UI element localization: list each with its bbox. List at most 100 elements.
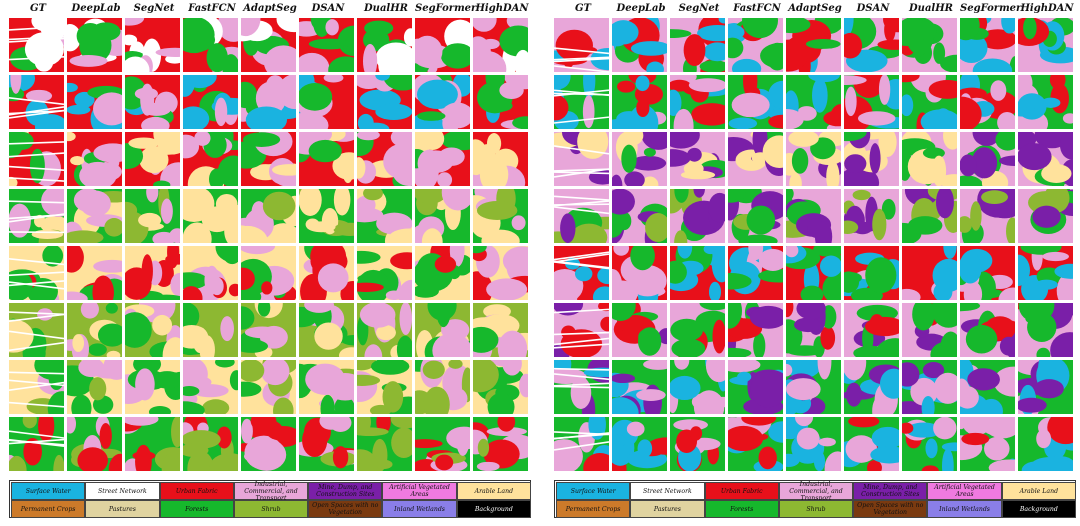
legend-item-surface-water: Surface Water [556, 482, 631, 500]
segmentation-map-left-r5-dsan [299, 246, 354, 300]
segmentation-map-right-r4-adaptseg [786, 189, 841, 243]
segmentation-map-right-r2-dsan [844, 75, 899, 129]
segmentation-map-right-r5-adaptseg [786, 246, 841, 300]
segmentation-map-left-r1-deeplab [67, 18, 122, 72]
legend-item-forests: Forests [704, 500, 779, 518]
segmentation-map-right-r1-segnet [670, 18, 725, 72]
segmentation-map-left-r6-fastfcn [183, 303, 238, 357]
legend-item-industrial-commercial-and-transport: Industrial, Commercial, and Transport [778, 481, 854, 502]
column-header-dualhr: DualHR [364, 3, 408, 14]
segmentation-map-right-r8-gt [554, 417, 609, 471]
segmentation-map-left-r5-deeplab [67, 246, 122, 300]
segmentation-map-right-r2-fastfcn [728, 75, 783, 129]
legend: Surface Water Street Network Urban Fabric I… [9, 480, 531, 518]
segmentation-map-left-r1-highdan [473, 18, 528, 72]
segmentation-map-right-r7-gt [554, 360, 609, 414]
segmentation-map-right-r4-dsan [844, 189, 899, 243]
segmentation-map-left-r6-dualhr [357, 303, 412, 357]
segmentation-map-left-r2-gt [9, 75, 64, 129]
segmentation-map-left-r5-fastfcn [183, 246, 238, 300]
legend-item-background: Background [456, 500, 531, 518]
segmentation-map-right-r5-highdan [1018, 246, 1073, 300]
segmentation-map-right-r1-gt [554, 18, 609, 72]
segmentation-map-left-r4-dsan [299, 189, 354, 243]
legend-item-pastures: Pastures [85, 500, 160, 518]
segmentation-map-left-r6-adaptseg [241, 303, 296, 357]
legend-item-shrub: Shrub [778, 500, 854, 518]
segmentation-map-left-r2-highdan [473, 75, 528, 129]
segmentation-map-left-r3-dsan [299, 132, 354, 186]
legend-item-artificial-vegetated-areas: Artificial Vegetated Areas [382, 482, 457, 500]
segmentation-map-left-r1-fastfcn [183, 18, 238, 72]
segmentation-map-right-r7-adaptseg [786, 360, 841, 414]
segmentation-map-left-r1-adaptseg [241, 18, 296, 72]
segmentation-map-right-r5-segnet [670, 246, 725, 300]
segmentation-map-right-r2-dualhr [902, 75, 957, 129]
segmentation-map-left-r6-dsan [299, 303, 354, 357]
left-figure-panel: GT DeepLab SegNet FastFCN AdaptSeg DSAN DualHR… [9, 0, 531, 526]
segmentation-map-left-r5-segformer [415, 246, 470, 300]
segmentation-map-left-r2-dsan [299, 75, 354, 129]
segmentation-map-right-r3-dualhr [902, 132, 957, 186]
segmentation-map-left-r6-highdan [473, 303, 528, 357]
segmentation-map-right-r3-fastfcn [728, 132, 783, 186]
segmentation-map-left-r1-gt [9, 18, 64, 72]
legend-item-street-network: Street Network [630, 482, 705, 500]
segmentation-map-left-r2-segformer [415, 75, 470, 129]
legend-item-open-spaces-with-no-vegetation: Open Spaces with no Vegetation [308, 500, 383, 518]
segmentation-map-right-r4-deeplab [612, 189, 667, 243]
segmentation-map-left-r8-segnet [125, 417, 180, 471]
segmentation-map-right-r3-gt [554, 132, 609, 186]
legend-item-urban-fabric: Urban Fabric [159, 482, 234, 500]
segmentation-map-right-r3-highdan [1018, 132, 1073, 186]
segmentation-map-left-r1-segnet [125, 18, 180, 72]
segmentation-map-left-r6-gt [9, 303, 64, 357]
segmentation-map-left-r3-highdan [473, 132, 528, 186]
segmentation-map-right-r6-segformer [960, 303, 1015, 357]
segmentation-map-right-r8-dsan [844, 417, 899, 471]
legend: Surface Water Street Network Urban Fabric I… [554, 480, 1076, 518]
segmentation-map-left-r2-deeplab [67, 75, 122, 129]
segmentation-map-left-r4-highdan [473, 189, 528, 243]
segmentation-map-left-r3-dualhr [357, 132, 412, 186]
column-header-highdan: HighDAN [475, 3, 529, 14]
legend-item-mine-dump-and-construction-sites: Mine, Dump, and Construction Sites [853, 482, 928, 500]
segmentation-map-right-r6-highdan [1018, 303, 1073, 357]
segmentation-map-right-r8-segformer [960, 417, 1015, 471]
segmentation-map-left-r8-highdan [473, 417, 528, 471]
segmentation-map-right-r2-highdan [1018, 75, 1073, 129]
segmentation-map-right-r4-highdan [1018, 189, 1073, 243]
segmentation-map-left-r1-segformer [415, 18, 470, 72]
segmentation-map-right-r7-segformer [960, 360, 1015, 414]
segmentation-map-right-r3-segformer [960, 132, 1015, 186]
segmentation-map-right-r7-highdan [1018, 360, 1073, 414]
segmentation-grid [9, 18, 531, 474]
segmentation-map-right-r1-fastfcn [728, 18, 783, 72]
segmentation-map-right-r7-dualhr [902, 360, 957, 414]
segmentation-map-right-r8-deeplab [612, 417, 667, 471]
segmentation-map-right-r1-highdan [1018, 18, 1073, 72]
segmentation-map-left-r4-gt [9, 189, 64, 243]
column-header-dsan: DSAN [311, 3, 345, 14]
legend-item-surface-water: Surface Water [11, 482, 86, 500]
segmentation-map-left-r3-deeplab [67, 132, 122, 186]
segmentation-map-right-r6-adaptseg [786, 303, 841, 357]
segmentation-map-left-r5-adaptseg [241, 246, 296, 300]
segmentation-map-right-r3-deeplab [612, 132, 667, 186]
segmentation-map-left-r7-highdan [473, 360, 528, 414]
legend-item-open-spaces-with-no-vegetation: Open Spaces with no Vegetation [853, 500, 928, 518]
legend-item-urban-fabric: Urban Fabric [704, 482, 779, 500]
segmentation-map-left-r1-dualhr [357, 18, 412, 72]
segmentation-map-right-r5-gt [554, 246, 609, 300]
segmentation-map-right-r6-segnet [670, 303, 725, 357]
segmentation-map-left-r7-segformer [415, 360, 470, 414]
segmentation-map-left-r5-segnet [125, 246, 180, 300]
legend-item-industrial-commercial-and-transport: Industrial, Commercial, and Transport [233, 481, 309, 502]
column-header-adaptseg: AdaptSeg [243, 3, 297, 14]
segmentation-map-right-r4-dualhr [902, 189, 957, 243]
column-header-segnet: SegNet [133, 3, 175, 14]
segmentation-map-right-r7-deeplab [612, 360, 667, 414]
segmentation-map-right-r7-dsan [844, 360, 899, 414]
segmentation-map-right-r8-dualhr [902, 417, 957, 471]
segmentation-map-right-r6-fastfcn [728, 303, 783, 357]
